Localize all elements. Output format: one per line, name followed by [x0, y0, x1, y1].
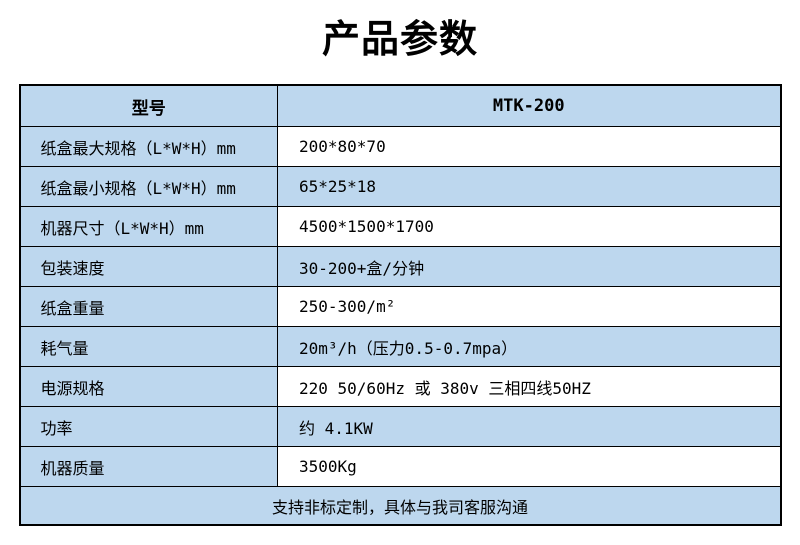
spec-value-cell: 220 50/60Hz 或 380v 三相四线50HZ [277, 366, 781, 407]
spec-label-cell: 电源规格 [19, 366, 278, 407]
spec-value-cell: 65*25*18 [277, 166, 781, 207]
table-footer-row: 支持非标定制，具体与我司客服沟通 [19, 486, 781, 526]
spec-label-cell: 耗气量 [19, 326, 278, 367]
spec-label-cell: 机器尺寸（L*W*H）mm [19, 206, 278, 247]
table-row: 机器质量 3500Kg [19, 446, 781, 487]
model-header-cell: 型号 [19, 84, 278, 127]
table-row: 功率 约 4.1KW [19, 406, 781, 447]
table-row: 耗气量 20m³/h（压力0.5-0.7mpa） [19, 326, 781, 367]
spec-value-cell: 250-300/m² [277, 286, 781, 327]
model-value-cell: MTK-200 [277, 84, 781, 127]
spec-label-cell: 机器质量 [19, 446, 278, 487]
table-row: 电源规格 220 50/60Hz 或 380v 三相四线50HZ [19, 366, 781, 407]
spec-value-cell: 约 4.1KW [277, 406, 781, 447]
table-header-row: 型号 MTK-200 [19, 84, 781, 127]
spec-label-cell: 纸盒最小规格（L*W*H）mm [19, 166, 278, 207]
product-spec-table: 型号 MTK-200 纸盒最大规格（L*W*H）mm 200*80*70 纸盒最… [18, 84, 782, 526]
table-row: 机器尺寸（L*W*H）mm 4500*1500*1700 [19, 206, 781, 247]
spec-label-cell: 纸盒重量 [19, 286, 278, 327]
spec-label-cell: 包装速度 [19, 246, 278, 287]
table-row: 纸盒最小规格（L*W*H）mm 65*25*18 [19, 166, 781, 207]
spec-label-cell: 纸盒最大规格（L*W*H）mm [19, 126, 278, 167]
spec-value-cell: 30-200+盒/分钟 [277, 246, 781, 287]
table-row: 包装速度 30-200+盒/分钟 [19, 246, 781, 287]
table-row: 纸盒最大规格（L*W*H）mm 200*80*70 [19, 126, 781, 167]
table-row: 纸盒重量 250-300/m² [19, 286, 781, 327]
spec-value-cell: 3500Kg [277, 446, 781, 487]
page-title: 产品参数 [321, 17, 478, 61]
spec-value-cell: 4500*1500*1700 [277, 206, 781, 247]
footer-note: 支持非标定制，具体与我司客服沟通 [19, 486, 781, 526]
spec-label-cell: 功率 [19, 406, 278, 447]
spec-value-cell: 20m³/h（压力0.5-0.7mpa） [277, 326, 781, 367]
spec-value-cell: 200*80*70 [277, 126, 781, 167]
